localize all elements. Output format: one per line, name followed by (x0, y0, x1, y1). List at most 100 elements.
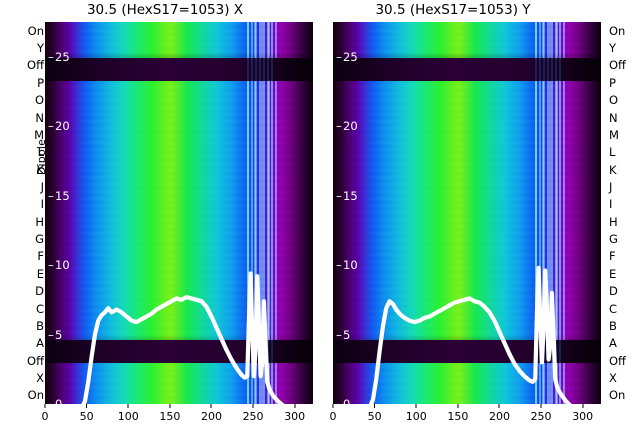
x-tick-right-100: 100 (406, 404, 427, 423)
tick-mark-icon (127, 404, 129, 408)
category-label-right-13: F (609, 249, 616, 264)
category-label-right-20: X (609, 370, 617, 385)
category-label-left-5: N (35, 110, 44, 125)
category-label-left-11: H (35, 214, 44, 229)
tick-mark-icon (457, 404, 459, 408)
tick-mark-icon (210, 404, 212, 408)
category-label-right-4: O (609, 93, 619, 108)
panel-x-plot[interactable]: –25–20–15–10–5–0 2520151050 (45, 22, 313, 404)
x-tick-right-300: 300 (572, 404, 593, 423)
category-label-right-3: P (609, 75, 616, 90)
category-label-left-7: L (37, 145, 44, 160)
x-tick-right-label: 0 (329, 410, 337, 423)
category-label-right-12: G (609, 232, 618, 247)
profile-trace-x (45, 22, 313, 404)
category-label-right-2: Off (609, 58, 626, 73)
x-tick-left-100: 100 (118, 404, 139, 423)
x-tick-left-250: 250 (243, 404, 264, 423)
tick-mark-icon (374, 404, 376, 408)
tick-mark-icon (582, 404, 584, 408)
x-tick-right-200: 200 (489, 404, 510, 423)
category-label-right-7: L (609, 145, 616, 160)
x-tick-right-150: 150 (447, 404, 468, 423)
category-label-right-0: On (609, 23, 626, 38)
x-tick-right-label: 250 (530, 410, 552, 423)
category-label-left-8: K (36, 162, 44, 177)
x-axis-right: 0 50 100 150 200 250 300 (330, 404, 601, 438)
category-label-left-16: C (35, 301, 44, 316)
tick-mark-icon (332, 404, 334, 408)
panel-y-plot[interactable]: –25–20–15–10–5–0 2520151050 (333, 22, 601, 404)
category-label-left-17: B (36, 318, 44, 333)
category-label-left-19: Off (27, 353, 44, 368)
x-tick-left-label: 300 (284, 410, 306, 423)
category-label-right-6: M (609, 127, 619, 142)
category-label-left-0: On (27, 23, 44, 38)
tick-mark-icon (415, 404, 417, 408)
category-label-right-11: H (609, 214, 618, 229)
category-label-right-19: Off (609, 353, 626, 368)
category-label-left-3: P (37, 75, 44, 90)
x-tick-left-50: 50 (80, 404, 94, 423)
x-tick-right-label: 50 (367, 410, 382, 423)
category-label-right-14: E (609, 266, 617, 281)
category-label-right-5: N (609, 110, 618, 125)
x-tick-left-label: 100 (117, 410, 139, 423)
category-label-left-12: G (35, 232, 44, 247)
x-tick-right-0: 0 (330, 404, 337, 423)
x-tick-right-50: 50 (368, 404, 382, 423)
tick-mark-icon (169, 404, 171, 408)
tick-mark-icon (86, 404, 88, 408)
panel-x-title: 30.5 (HexS17=1053) X (86, 2, 244, 18)
x-tick-left-label: 150 (159, 410, 181, 423)
category-label-right-9: J (609, 179, 613, 194)
category-label-left-21: On (27, 388, 44, 403)
category-label-right-18: A (609, 336, 617, 351)
x-tick-right-250: 250 (531, 404, 552, 423)
x-tick-left-label: 50 (79, 410, 94, 423)
category-label-left-10: I (40, 197, 44, 212)
separator-band-top-y (333, 57, 601, 82)
category-label-left-18: A (36, 336, 44, 351)
x-axis-left: 0 50 100 150 200 250 300 (42, 404, 313, 438)
category-label-left-20: X (36, 370, 44, 385)
category-label-right-17: B (609, 318, 617, 333)
category-label-right-15: D (609, 284, 618, 299)
category-label-right-8: K (609, 162, 617, 177)
tick-mark-icon (252, 404, 254, 408)
x-tick-left-300: 300 (284, 404, 305, 423)
panel-y[interactable]: 30.5 (HexS17=1053) Y –25–20–15–10–5–0 25… (333, 2, 601, 404)
category-label-left-15: D (35, 284, 44, 299)
category-label-left-1: Y (36, 41, 44, 56)
x-tick-right-label: 300 (572, 410, 594, 423)
tick-mark-icon (540, 404, 542, 408)
x-tick-left-200: 200 (201, 404, 222, 423)
tick-mark-icon (44, 404, 46, 408)
category-label-left-2: Off (27, 58, 44, 73)
band-stripes-top-y (532, 57, 561, 82)
x-tick-right-label: 100 (405, 410, 427, 423)
category-label-left-9: J (40, 179, 44, 194)
category-label-right-21: On (609, 388, 626, 403)
panel-y-title: 30.5 (HexS17=1053) Y (375, 2, 531, 18)
separator-band-top-x (45, 57, 313, 82)
band-stripes-top-x (244, 57, 273, 82)
tick-mark-icon (294, 404, 296, 408)
x-tick-left-150: 150 (159, 404, 180, 423)
category-label-right-16: C (609, 301, 618, 316)
category-axis-left: On Y Off P O N M L K J I H G F E D C B A Off X On (2, 22, 44, 404)
profile-trace-y (333, 22, 601, 404)
x-tick-left-label: 250 (242, 410, 264, 423)
panel-x[interactable]: 30.5 (HexS17=1053) X –25–20–15–10–5–0 25… (45, 2, 313, 404)
category-label-left-14: E (36, 266, 44, 281)
x-tick-right-label: 150 (447, 410, 469, 423)
x-tick-left-0: 0 (42, 404, 49, 423)
x-tick-right-label: 200 (488, 410, 510, 423)
x-tick-left-label: 200 (200, 410, 222, 423)
category-label-left-4: O (34, 93, 44, 108)
tick-mark-icon (498, 404, 500, 408)
category-label-left-13: F (37, 249, 44, 264)
x-tick-left-label: 0 (41, 410, 49, 423)
category-label-left-6: M (34, 127, 44, 142)
